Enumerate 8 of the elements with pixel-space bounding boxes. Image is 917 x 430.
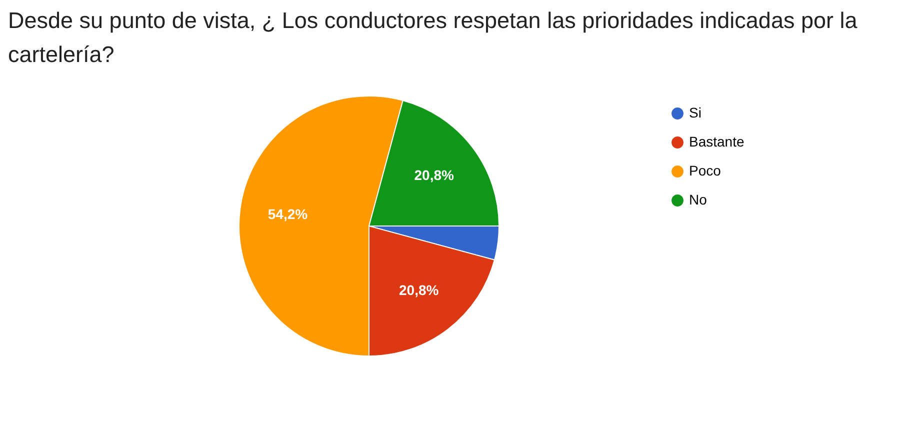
data-label: 54,2% — [268, 206, 308, 222]
legend-label: No — [689, 192, 708, 208]
legend-label: Poco — [689, 162, 722, 178]
legend-label: Si — [689, 104, 702, 120]
data-label: 20,8% — [414, 167, 455, 184]
data-label: 20,8% — [399, 282, 440, 298]
legend-label: Bastante — [689, 134, 744, 150]
chart-title: Desde su punto de vista, ¿ Los conductores respetan las prioridades indicadas por la cartelería? — [7, 7, 858, 69]
